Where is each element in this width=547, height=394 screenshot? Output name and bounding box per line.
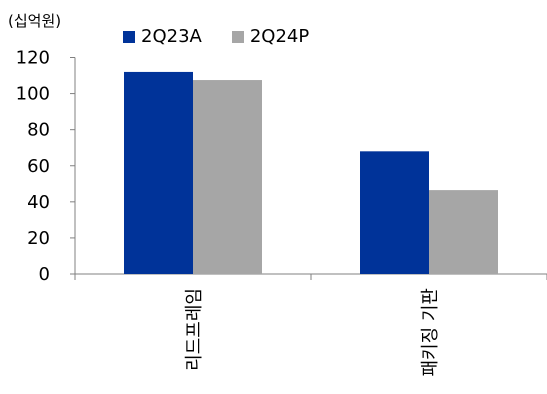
y-tick-label-5: 100 <box>16 84 50 105</box>
category-label-0: 리드프레임 <box>184 288 205 371</box>
legend-swatch-series-0 <box>123 30 135 43</box>
legend-item-series-1: 2Q24P <box>231 26 310 47</box>
y-tick-label-2: 40 <box>27 192 50 213</box>
bar-2Q23A-리드프레임 <box>124 71 193 274</box>
bar-2Q24P-리드프레임 <box>193 80 262 274</box>
unit-label: (십억원) <box>8 12 62 30</box>
bar-2Q24P-패키징 기판 <box>429 190 498 274</box>
legend-item-series-0: 2Q23A <box>123 26 202 47</box>
legend-swatch-series-1 <box>231 30 244 43</box>
legend: 2Q23A 2Q24P <box>123 26 309 47</box>
bar-2Q23A-패키징 기판 <box>360 151 429 274</box>
y-tick-label-6: 120 <box>16 48 50 69</box>
category-label-1: 패키징 기판 <box>420 288 441 377</box>
legend-label-series-0: 2Q23A <box>141 26 202 47</box>
legend-label-series-1: 2Q24P <box>249 26 310 47</box>
y-tick-label-0: 0 <box>39 264 50 285</box>
y-tick-label-1: 20 <box>27 228 50 249</box>
y-tick-label-3: 60 <box>27 156 50 177</box>
y-tick-label-4: 80 <box>27 120 50 141</box>
